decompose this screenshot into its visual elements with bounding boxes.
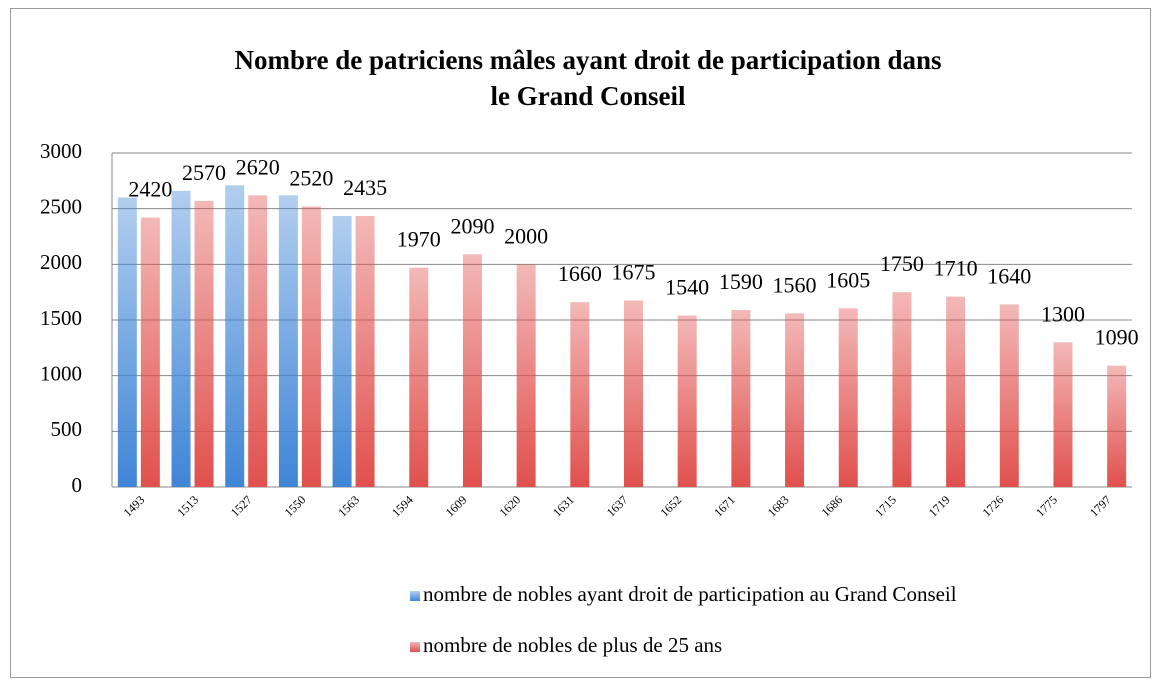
data-label: 1560 bbox=[773, 272, 817, 297]
data-label: 1970 bbox=[397, 227, 441, 252]
y-tick-label: 3000 bbox=[40, 139, 82, 163]
y-tick-label: 500 bbox=[51, 417, 83, 441]
chart-title: Nombre de patriciens mâles ayant droit d… bbox=[234, 45, 941, 111]
data-label: 1710 bbox=[934, 256, 978, 281]
bar bbox=[140, 217, 160, 487]
data-label: 1300 bbox=[1041, 301, 1085, 326]
data-label: 1660 bbox=[558, 261, 602, 286]
data-label: 2420 bbox=[128, 177, 172, 202]
y-tick-label: 2000 bbox=[40, 250, 82, 274]
data-label: 1090 bbox=[1095, 325, 1139, 350]
data-label: 2435 bbox=[343, 175, 387, 200]
data-label: 2090 bbox=[450, 213, 494, 238]
y-tick-label: 2500 bbox=[40, 194, 82, 218]
data-label: 2620 bbox=[236, 154, 280, 179]
data-label: 1540 bbox=[665, 275, 709, 300]
legend-label: nombre de nobles ayant droit de particip… bbox=[423, 582, 957, 606]
bar bbox=[225, 185, 245, 487]
bar bbox=[355, 215, 375, 488]
bar bbox=[248, 195, 268, 487]
data-label: 2000 bbox=[504, 223, 548, 248]
bar bbox=[785, 313, 805, 487]
bar bbox=[117, 197, 137, 488]
bar bbox=[409, 267, 429, 487]
data-label: 1590 bbox=[719, 269, 763, 294]
data-label: 1675 bbox=[612, 260, 656, 285]
bar bbox=[838, 308, 858, 487]
y-tick-label: 1500 bbox=[40, 306, 82, 330]
legend-marker bbox=[410, 642, 420, 652]
bar bbox=[462, 254, 482, 487]
data-label: 1750 bbox=[880, 251, 924, 276]
bar bbox=[278, 195, 298, 487]
bar bbox=[332, 215, 352, 488]
bar bbox=[516, 264, 536, 487]
bar bbox=[946, 296, 966, 487]
bar bbox=[624, 300, 643, 487]
data-label: 2570 bbox=[182, 160, 226, 185]
y-tick-label: 0 bbox=[72, 473, 83, 497]
bar bbox=[570, 302, 590, 487]
bar bbox=[892, 292, 912, 487]
bar bbox=[1053, 342, 1073, 487]
bar bbox=[194, 200, 214, 487]
bar bbox=[1107, 365, 1127, 487]
legend-marker bbox=[410, 591, 420, 601]
data-label: 1605 bbox=[826, 267, 870, 292]
data-label: 2520 bbox=[289, 165, 333, 190]
bar bbox=[301, 206, 321, 487]
bar bbox=[677, 315, 697, 487]
y-tick-label: 1000 bbox=[40, 361, 82, 385]
bar bbox=[731, 309, 751, 487]
legend-label: nombre de nobles de plus de 25 ans bbox=[423, 633, 722, 657]
bar bbox=[171, 190, 191, 487]
bar bbox=[999, 304, 1019, 487]
data-label: 1640 bbox=[987, 263, 1031, 288]
